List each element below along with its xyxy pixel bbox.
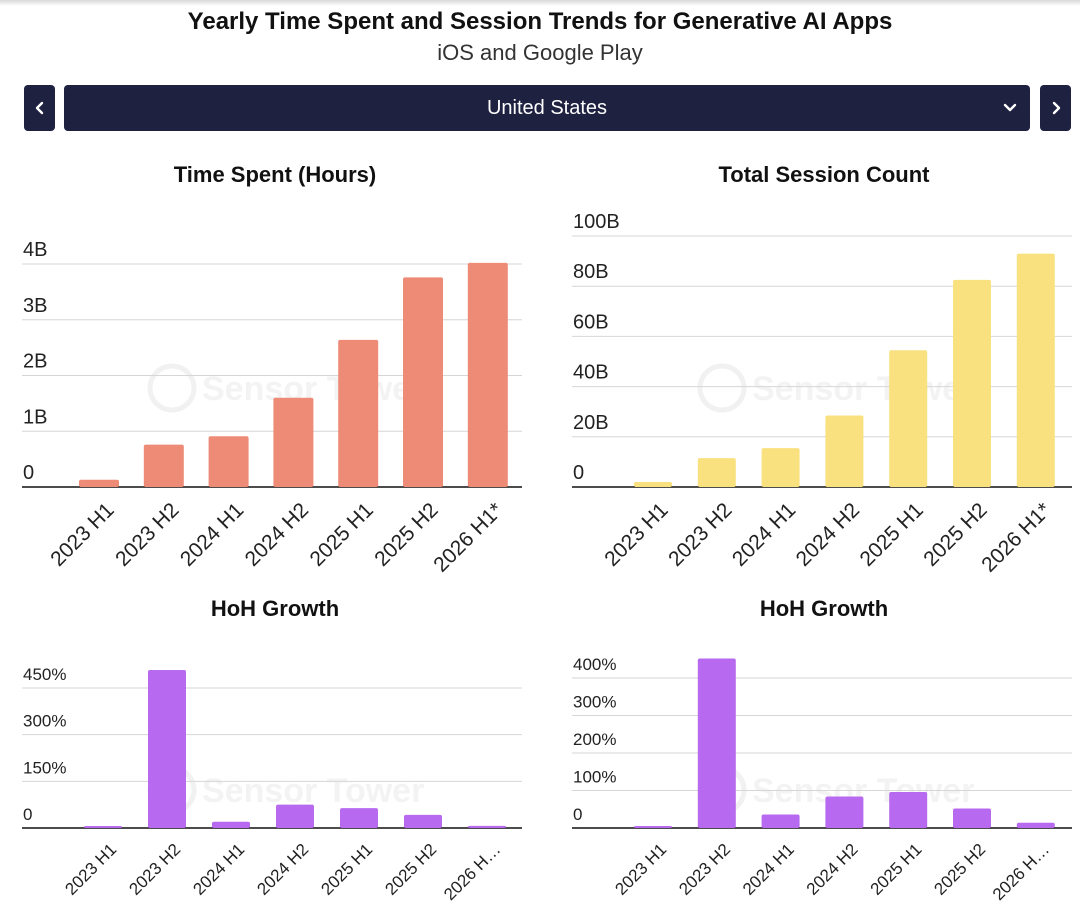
sensor-tower-logo-icon <box>697 363 747 413</box>
prev-button[interactable] <box>24 85 55 131</box>
bar-2023-h2 <box>697 658 736 828</box>
y-tick-label: 400% <box>573 655 616 674</box>
bar-2025-h2 <box>403 277 443 487</box>
bar-2025-h1 <box>340 808 378 828</box>
x-tick-label: 2023 H2 <box>675 840 734 899</box>
bar-2025-h2 <box>953 279 991 487</box>
top-shade <box>0 0 1080 6</box>
y-tick-label: 0 <box>573 805 582 824</box>
x-tick-label: 2023 H2 <box>111 498 183 570</box>
x-tick-label: 2025 H1 <box>856 498 928 570</box>
x-tick-label: 2024 H2 <box>253 840 312 899</box>
x-tick-label: 2024 H2 <box>803 840 862 899</box>
y-tick-label: 0 <box>573 462 584 484</box>
x-tick-label: 2023 H2 <box>125 840 184 899</box>
x-tick-label: 2024 H2 <box>241 498 313 570</box>
y-tick-label: 80B <box>573 261 609 283</box>
next-button[interactable] <box>1040 85 1071 131</box>
bar-2024-h1 <box>761 814 800 828</box>
y-tick-label: 300% <box>573 693 616 712</box>
x-tick-label: 2024 H1 <box>739 840 798 899</box>
x-tick-label: 2023 H1 <box>611 840 670 899</box>
bar-2024-h2 <box>273 397 314 487</box>
chevron-left-icon <box>35 101 43 115</box>
x-tick-label: 2023 H2 <box>664 498 736 570</box>
chevron-right-icon <box>1052 101 1060 115</box>
bar-2024-h2 <box>276 804 314 828</box>
y-tick-label: 1B <box>23 406 47 428</box>
x-tick-label: 2023 H1 <box>46 498 118 570</box>
bar-2025-h1 <box>338 339 379 487</box>
chart-title-time-spent: Time Spent (Hours) <box>173 162 377 187</box>
bar-2023-h1 <box>634 826 672 828</box>
x-tick-label: 2024 H2 <box>792 498 864 570</box>
bar-2024-h2 <box>825 796 864 828</box>
y-tick-label: 100% <box>573 768 616 787</box>
sensor-tower-logo-icon <box>147 363 197 413</box>
x-tick-label: 2024 H1 <box>189 840 248 899</box>
bar-2025-h1 <box>889 792 928 828</box>
bar-2024-h1 <box>761 448 800 487</box>
x-tick-label: 2024 H1 <box>728 498 800 570</box>
x-tick-label: 2025 H1 <box>306 498 378 570</box>
bar-2023-h2 <box>148 669 186 828</box>
watermark: Sensor Tower <box>752 370 974 408</box>
y-tick-label: 450% <box>23 665 66 684</box>
page-subtitle: iOS and Google Play <box>437 40 643 65</box>
y-tick-label: 40B <box>573 362 609 384</box>
chart-title-time-growth: HoH Growth <box>210 596 340 621</box>
bar-2026-h1- <box>468 825 506 828</box>
x-tick-label: 2026 H… <box>989 840 1053 904</box>
y-tick-label: 0 <box>23 462 34 484</box>
page-title: Yearly Time Spent and Session Trends for… <box>187 8 893 35</box>
y-tick-label: 100B <box>573 211 620 233</box>
y-tick-label: 200% <box>573 730 616 749</box>
chart-title-session-growth: HoH Growth <box>759 596 889 621</box>
y-tick-label: 300% <box>23 712 66 731</box>
bar-2023-h2 <box>143 444 184 487</box>
bar-2023-h1 <box>634 481 672 487</box>
bar-2024-h2 <box>825 415 864 487</box>
x-tick-label: 2025 H1 <box>317 840 376 899</box>
country-select[interactable]: United States <box>64 85 1030 131</box>
y-tick-label: 4B <box>23 239 47 261</box>
y-tick-label: 20B <box>573 412 609 434</box>
bar-2023-h1 <box>84 826 122 828</box>
y-tick-label: 60B <box>573 311 609 333</box>
x-tick-label: 2023 H1 <box>600 498 672 570</box>
y-tick-label: 3B <box>23 295 47 317</box>
bar-2025-h2 <box>953 808 991 828</box>
chevron-down-icon <box>1003 103 1017 112</box>
bar-2025-h2 <box>404 814 442 828</box>
country-select-value: United States <box>486 96 608 119</box>
bar-2023-h1 <box>79 479 119 487</box>
bar-2023-h2 <box>697 458 736 487</box>
x-tick-label: 2026 H1* <box>429 498 507 576</box>
watermark: Sensor Tower <box>202 772 424 810</box>
y-tick-label: 2B <box>23 351 47 373</box>
chart-title-session-count: Total Session Count <box>718 162 930 187</box>
x-tick-label: 2025 H2 <box>381 840 440 899</box>
y-tick-label: 150% <box>23 758 66 777</box>
bar-2026-h1- <box>1016 822 1055 828</box>
x-tick-label: 2025 H1 <box>867 840 926 899</box>
x-tick-label: 2025 H2 <box>930 840 989 899</box>
x-tick-label: 2026 H1* <box>977 498 1055 576</box>
bar-2024-h1 <box>208 436 249 487</box>
bar-2026-h1- <box>1016 253 1055 487</box>
bar-2025-h1 <box>889 350 928 487</box>
x-tick-label: 2023 H1 <box>61 840 120 899</box>
bar-2026-h1- <box>467 262 508 487</box>
x-tick-label: 2026 H… <box>440 840 504 904</box>
x-tick-label: 2024 H1 <box>176 498 248 570</box>
bar-2024-h1 <box>212 821 250 828</box>
y-tick-label: 0 <box>23 805 32 824</box>
